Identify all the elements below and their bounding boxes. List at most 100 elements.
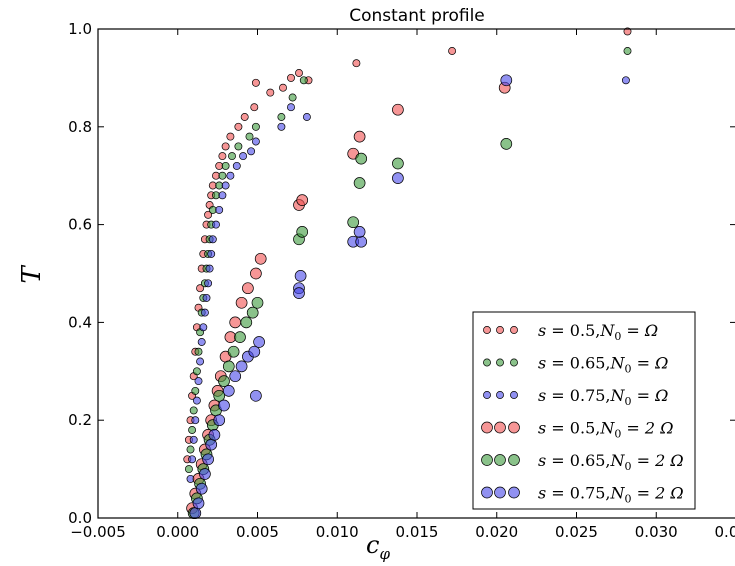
data-point-s5-23 xyxy=(500,74,513,87)
legend-marker xyxy=(508,421,520,434)
x-tick-label: 0.010 xyxy=(316,523,359,541)
data-point-s4-11 xyxy=(227,345,240,358)
data-point-s2-27 xyxy=(621,76,630,85)
legend-marker xyxy=(494,421,506,434)
data-point-s2-2 xyxy=(189,435,198,444)
data-point-s0-24 xyxy=(250,103,259,112)
data-point-s1-4 xyxy=(191,386,200,395)
data-point-s2-25 xyxy=(287,103,295,112)
data-point-s4-8 xyxy=(213,389,226,402)
data-point-s5-6 xyxy=(208,429,221,441)
legend-marker xyxy=(481,486,493,499)
legend-marker xyxy=(481,454,493,466)
data-point-s3-16 xyxy=(254,252,267,265)
data-point-s5-0 xyxy=(189,507,202,519)
y-tick-label: 0.0 xyxy=(68,509,92,527)
data-point-s2-10 xyxy=(202,293,211,302)
data-point-s0-29 xyxy=(295,69,303,77)
ticks-layer: −0.005 0.000 0.005 0.010 0.015 0.020 0.025 0.03… xyxy=(68,20,735,541)
data-point-s5-13 xyxy=(248,345,261,358)
x-tick-label: 0.025 xyxy=(555,523,598,541)
data-point-s5-9 xyxy=(222,385,235,397)
data-point-s5-10 xyxy=(229,370,242,383)
x-tick-label: 0.005 xyxy=(236,523,279,541)
legend-marker xyxy=(483,391,491,399)
data-point-s5-8 xyxy=(218,399,230,412)
data-point-s4-22 xyxy=(500,138,513,150)
data-point-s1-22 xyxy=(245,132,254,141)
legend-entry-label: s = 0.5,N0 = Ω xyxy=(538,321,658,343)
data-point-s1-21 xyxy=(234,142,243,151)
data-point-s0-20 xyxy=(221,142,230,151)
data-point-s5-21 xyxy=(353,226,366,238)
legend-marker xyxy=(483,326,491,334)
data-point-s3-12 xyxy=(229,316,242,329)
data-point-s2-24 xyxy=(277,122,286,131)
data-point-s1-18 xyxy=(218,171,227,180)
legend-marker xyxy=(496,391,504,399)
legend-entry-label: s = 0.75,N0 = 2 Ω xyxy=(538,484,684,506)
data-point-s5-14 xyxy=(253,336,265,348)
data-point-s0-25 xyxy=(251,78,260,87)
data-point-s2-12 xyxy=(205,264,214,273)
data-point-s0-31 xyxy=(352,59,361,68)
data-point-s2-14 xyxy=(208,235,217,244)
data-point-s2-18 xyxy=(221,181,230,190)
data-point-s4-12 xyxy=(234,331,246,343)
data-point-s2-8 xyxy=(199,323,208,332)
data-point-s2-1 xyxy=(188,455,197,464)
x-tick-label: −0.005 xyxy=(70,523,126,541)
data-point-s4-14 xyxy=(246,306,259,319)
data-point-s5-4 xyxy=(202,453,214,466)
data-point-s0-13 xyxy=(204,210,213,219)
data-point-s5-17 xyxy=(294,270,307,282)
legend: s = 0.5,N0 = Ω s = 0.65,N0 = Ω s = 0.75,N0… xyxy=(472,311,696,510)
data-point-s5-1 xyxy=(192,497,205,510)
legend-entry-label: s = 0.5,N0 = 2 Ω xyxy=(538,419,673,441)
legend-marker xyxy=(496,358,504,367)
data-point-s1-26 xyxy=(299,76,308,85)
data-point-s1-3 xyxy=(189,406,198,415)
data-point-s3-18 xyxy=(296,194,309,206)
legend-marker xyxy=(510,391,518,399)
data-point-s0-27 xyxy=(279,83,287,92)
legend-marker xyxy=(508,486,520,499)
data-point-s2-19 xyxy=(226,171,235,180)
data-point-s4-20 xyxy=(355,152,368,165)
data-point-s5-20 xyxy=(355,235,368,248)
y-tick-label: 0.2 xyxy=(68,411,92,429)
data-point-s2-20 xyxy=(232,161,241,170)
data-point-s2-16 xyxy=(215,205,224,214)
data-point-s2-13 xyxy=(207,249,216,258)
x-tick-label: 0.030 xyxy=(635,523,678,541)
data-point-s1-23 xyxy=(251,122,260,131)
data-point-s0-8 xyxy=(196,284,205,293)
data-point-s1-27 xyxy=(623,47,632,55)
legend-marker xyxy=(483,358,491,367)
data-point-s1-24 xyxy=(277,113,286,121)
data-point-s2-11 xyxy=(204,279,213,288)
data-point-s1-20 xyxy=(228,152,236,161)
x-tick-label: 0.000 xyxy=(156,523,199,541)
data-point-s0-23 xyxy=(240,113,249,121)
data-point-s3-21 xyxy=(392,103,404,116)
data-point-s3-14 xyxy=(242,282,254,295)
data-point-s2-6 xyxy=(196,357,205,366)
svg-text:T: T xyxy=(17,265,47,284)
data-point-s2-15 xyxy=(212,220,220,229)
data-point-s2-9 xyxy=(200,308,209,317)
data-point-s4-13 xyxy=(240,316,253,329)
data-point-s0-21 xyxy=(226,132,235,141)
data-point-s0-19 xyxy=(218,152,227,161)
legend-marker xyxy=(494,454,506,466)
x-axis-label: cφ xyxy=(366,531,390,563)
data-point-s0-22 xyxy=(234,122,243,131)
data-point-s2-4 xyxy=(192,396,201,405)
chart-title: Constant profile xyxy=(349,6,485,26)
legend-entry-label: s = 0.75,N0 = Ω xyxy=(538,386,668,408)
legend-entry-label: s = 0.65,N0 = 2 Ω xyxy=(538,451,684,473)
data-point-s1-25 xyxy=(288,93,297,102)
data-point-s0-28 xyxy=(287,73,295,82)
data-point-s4-19 xyxy=(353,177,366,189)
